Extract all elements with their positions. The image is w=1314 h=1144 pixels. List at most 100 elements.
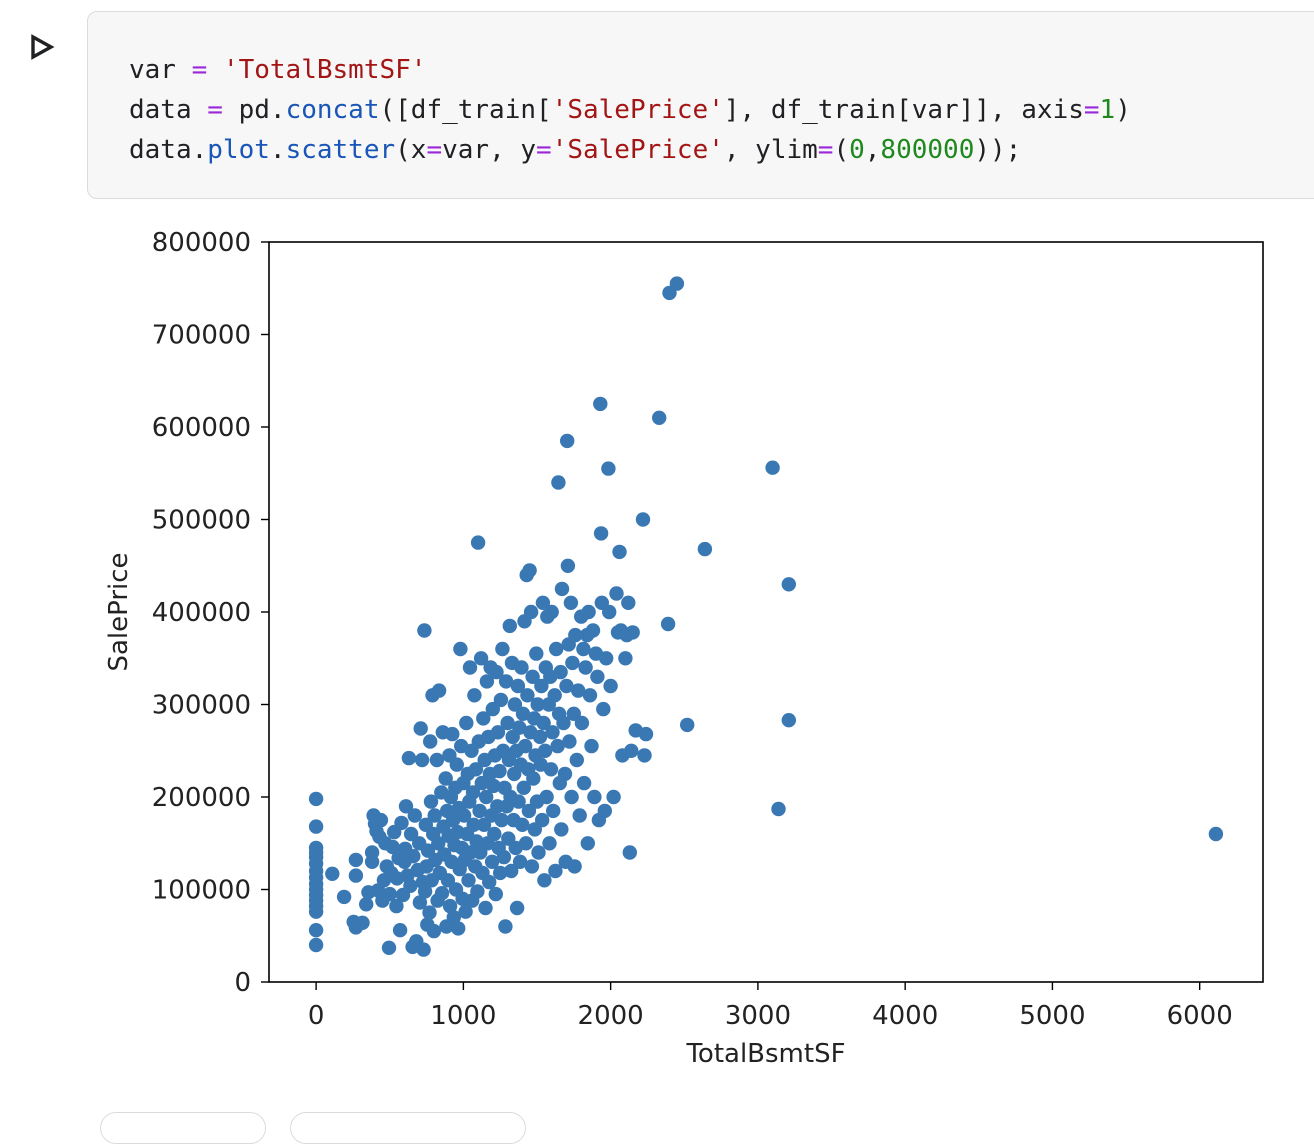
data-point <box>488 886 503 902</box>
data-point <box>479 674 495 689</box>
data-point <box>584 738 599 754</box>
data-point <box>458 904 473 919</box>
data-point <box>476 711 491 726</box>
code-token: = <box>536 135 552 165</box>
y-axis-label: SalePrice <box>104 552 134 671</box>
data-point <box>599 651 614 666</box>
data-point <box>587 789 602 805</box>
code-token: (x <box>395 135 427 165</box>
data-point <box>544 604 559 620</box>
data-point <box>308 923 324 938</box>
data-point <box>461 873 476 888</box>
data-point <box>543 762 559 777</box>
data-point <box>593 526 609 541</box>
data-point <box>602 604 617 620</box>
data-point <box>578 660 593 675</box>
y-tick-label: 300000 <box>152 691 251 721</box>
data-point <box>445 726 460 742</box>
code-cell[interactable]: var = 'TotalBsmtSF' data = pd.concat([df… <box>87 11 1314 199</box>
code-token: 1 <box>1099 95 1116 125</box>
data-point <box>520 688 535 703</box>
code-token: plot <box>207 135 270 165</box>
data-point <box>434 886 450 901</box>
data-point <box>429 752 445 768</box>
data-point <box>697 541 713 557</box>
data-point <box>473 651 489 666</box>
code-token: var, y <box>442 135 537 165</box>
output-action-button[interactable] <box>290 1112 526 1144</box>
data-point <box>489 664 504 680</box>
data-point <box>479 789 494 805</box>
code-token: , <box>864 135 881 165</box>
code-token: )); <box>974 135 1022 165</box>
data-point <box>359 897 374 912</box>
data-point <box>581 604 596 620</box>
code-token: = <box>426 135 443 165</box>
code-token: ) <box>1115 95 1131 125</box>
run-cell-button[interactable] <box>24 30 58 64</box>
data-point <box>426 923 442 939</box>
data-point <box>551 475 566 490</box>
data-point <box>652 410 667 425</box>
code-line-3: data.plot.scatter(x=var, y='SalePrice', … <box>129 135 1021 165</box>
data-point <box>456 808 472 823</box>
data-point <box>442 898 458 914</box>
code-token: = <box>191 55 208 85</box>
data-point <box>498 674 514 689</box>
data-point <box>568 627 583 643</box>
data-point <box>580 836 595 851</box>
x-tick-label: 3000 <box>725 1001 791 1031</box>
data-point <box>308 937 324 953</box>
data-point <box>563 595 579 610</box>
data-point <box>621 595 636 610</box>
data-point <box>625 625 640 640</box>
data-point <box>557 766 573 782</box>
data-point <box>427 808 442 823</box>
data-point <box>529 646 544 661</box>
y-tick-label: 800000 <box>152 228 251 258</box>
data-point <box>382 886 397 902</box>
code-token: . <box>269 135 286 165</box>
data-point <box>392 923 408 938</box>
data-point <box>325 866 340 881</box>
y-tick-label: 500000 <box>152 506 251 536</box>
data-point <box>576 775 592 791</box>
data-point <box>590 669 605 684</box>
output-action-button[interactable] <box>100 1112 266 1144</box>
data-point <box>308 819 324 834</box>
data-point <box>486 778 501 794</box>
code-token: concat <box>285 95 380 125</box>
data-point <box>532 729 548 745</box>
data-point <box>451 921 466 936</box>
data-point <box>518 836 534 851</box>
data-point <box>771 801 786 817</box>
data-point <box>572 808 587 823</box>
data-point <box>470 884 485 899</box>
data-point <box>403 878 418 893</box>
data-point <box>534 678 549 694</box>
data-point <box>493 865 508 881</box>
data-point <box>618 651 633 666</box>
data-point <box>482 874 497 890</box>
data-point <box>524 859 540 874</box>
code-token: 'SalePrice' <box>551 95 724 125</box>
data-point <box>612 544 627 560</box>
data-point <box>431 683 447 698</box>
data-point <box>565 655 580 671</box>
data-point <box>542 836 557 851</box>
data-point <box>422 905 437 920</box>
data-point <box>385 839 400 855</box>
data-point <box>582 688 598 703</box>
data-point <box>403 826 419 842</box>
data-point <box>601 461 616 476</box>
data-point <box>522 563 537 578</box>
data-point <box>554 581 570 597</box>
data-point <box>526 771 541 786</box>
code-line-2: data = pd.concat([df_train['SalePrice'],… <box>129 95 1131 125</box>
data-point <box>500 715 515 731</box>
data-point <box>550 738 565 754</box>
data-point <box>407 808 422 823</box>
code-editor[interactable]: var = 'TotalBsmtSF' data = pd.concat([df… <box>129 50 1131 170</box>
data-point <box>478 900 493 916</box>
data-point <box>1208 826 1224 842</box>
